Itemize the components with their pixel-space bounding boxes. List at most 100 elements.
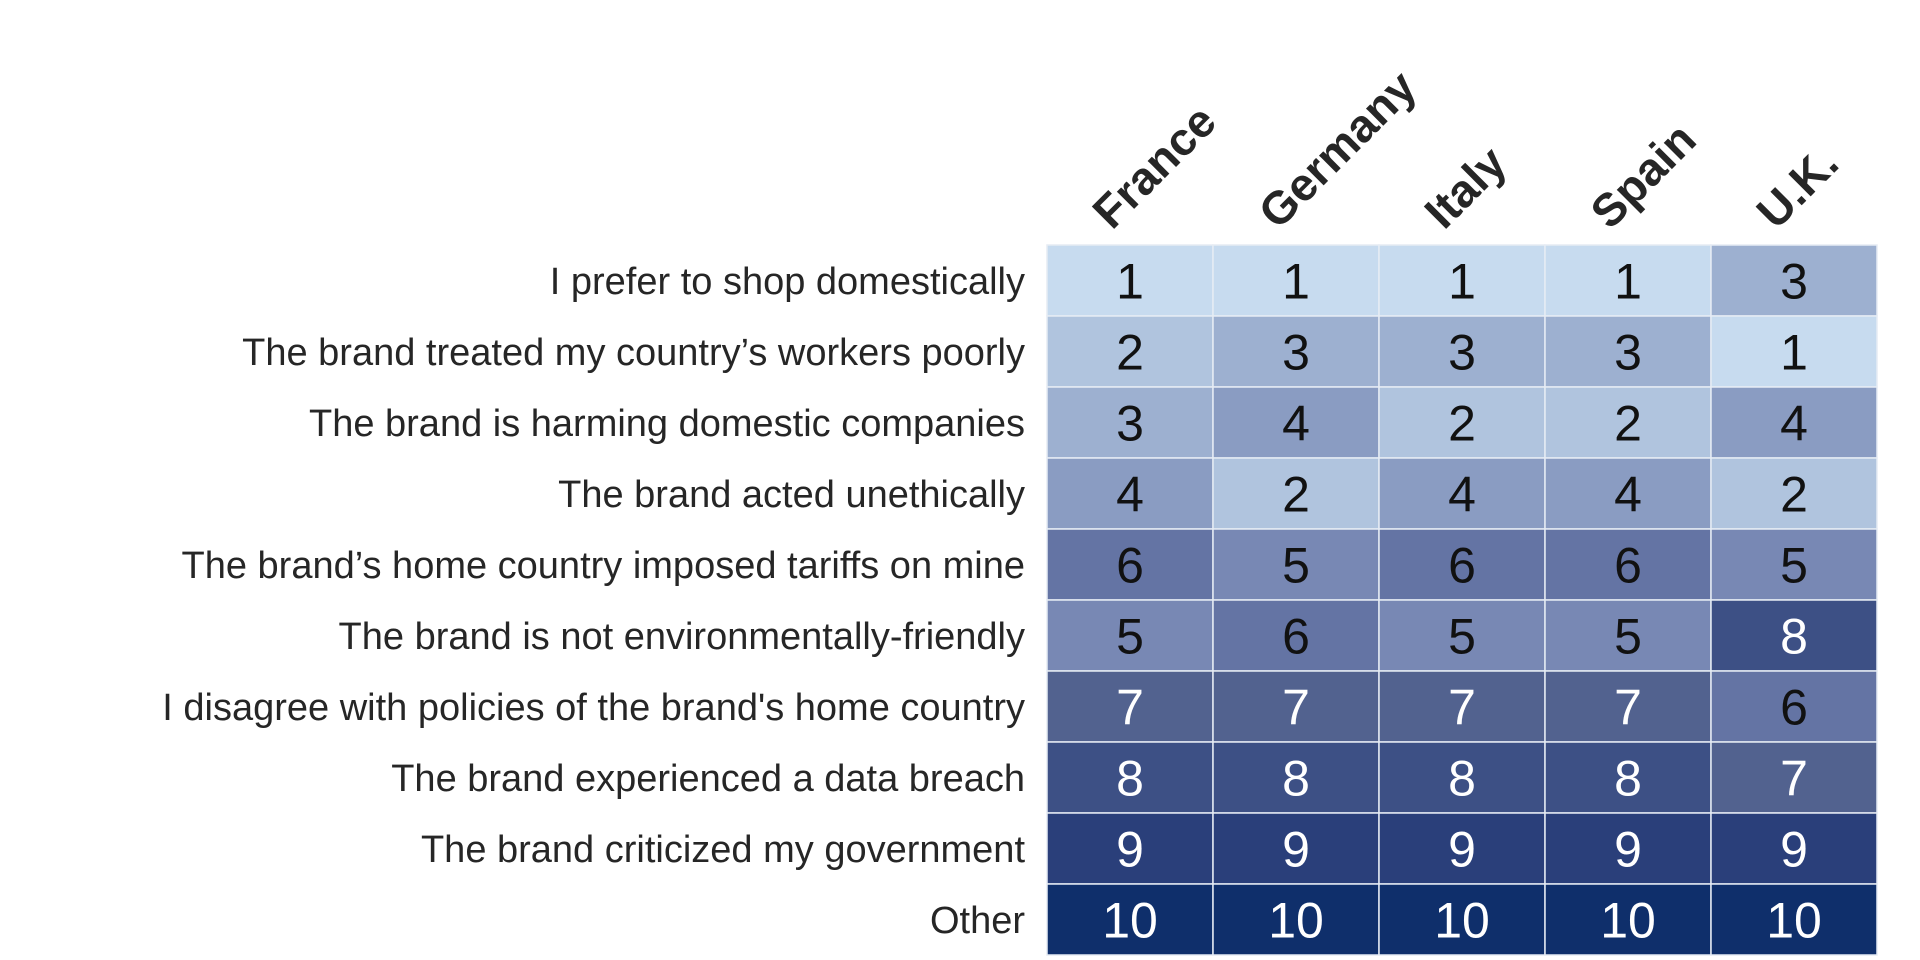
heatmap-cell: [1544, 599, 1712, 672]
cell-value-label: 7: [1780, 751, 1808, 807]
cell-value-label: 6: [1780, 680, 1808, 736]
heatmap-cell: [1710, 599, 1878, 672]
heatmap-cell: [1378, 244, 1546, 317]
heatmap-cell: [1046, 883, 1214, 956]
cell-value-label: 4: [1780, 396, 1808, 452]
cell-value-label: 9: [1282, 822, 1310, 878]
column-label: Italy: [1414, 136, 1516, 238]
cell-value-label: 6: [1614, 538, 1642, 594]
cell-value-label: 4: [1116, 467, 1144, 523]
row-label: The brand’s home country imposed tariffs…: [182, 545, 1025, 587]
heatmap-cell: [1212, 599, 1380, 672]
cell-value-label: 3: [1116, 396, 1144, 452]
heatmap-cell: [1046, 244, 1214, 317]
cell-value-label: 2: [1116, 325, 1144, 381]
row-label: The brand experienced a data breach: [391, 758, 1025, 800]
heatmap-cell: [1046, 457, 1214, 530]
cell-value-label: 5: [1614, 609, 1642, 665]
cell-value-label: 1: [1448, 254, 1476, 310]
heatmap-cell: [1212, 457, 1380, 530]
heatmap-cell: [1710, 386, 1878, 459]
cell-value-label: 3: [1448, 325, 1476, 381]
heatmap-cell: [1710, 528, 1878, 601]
cell-value-label: 1: [1614, 254, 1642, 310]
cell-value-label: 7: [1448, 680, 1476, 736]
cell-value-label: 10: [1766, 893, 1822, 949]
heatmap-cell: [1212, 812, 1380, 885]
cell-value-label: 9: [1614, 822, 1642, 878]
cell-value-label: 4: [1614, 467, 1642, 523]
row-label: Other: [930, 900, 1025, 942]
heatmap-cell: [1378, 883, 1546, 956]
heatmap-cells: 1 1 1 1 3 2 3 3 3 1 3 4 2 2 4 4 2 4 4 2 6 5 6 6 5 5 6 5 5 8 7 7 7 7 6 8 8 8 8 7…: [1046, 244, 1878, 956]
cell-value-label: 8: [1116, 751, 1144, 807]
heatmap-cell: [1046, 528, 1214, 601]
heatmap-cell: [1710, 457, 1878, 530]
cell-value-label: 1: [1282, 254, 1310, 310]
cell-value-label: 7: [1116, 680, 1144, 736]
heatmap-cell: [1212, 883, 1380, 956]
cell-value-label: 10: [1600, 893, 1656, 949]
cell-value-label: 8: [1448, 751, 1476, 807]
cell-value-label: 3: [1780, 254, 1808, 310]
heatmap-cell: [1378, 741, 1546, 814]
cell-value-label: 6: [1448, 538, 1476, 594]
heatmap-cell: [1378, 599, 1546, 672]
heatmap-cell: [1212, 244, 1380, 317]
cell-value-label: 2: [1780, 467, 1808, 523]
cell-value-label: 2: [1282, 467, 1310, 523]
cell-value-label: 5: [1448, 609, 1476, 665]
heatmap-cell: [1378, 528, 1546, 601]
heatmap-cell: [1212, 386, 1380, 459]
cell-value-label: 2: [1614, 396, 1642, 452]
heatmap-cell: [1544, 244, 1712, 317]
row-label: The brand treated my country’s workers p…: [242, 332, 1025, 374]
heatmap-cell: [1378, 457, 1546, 530]
cell-value-label: 9: [1780, 822, 1808, 878]
heatmap-cell: [1212, 741, 1380, 814]
heatmap-cell: [1046, 741, 1214, 814]
cell-value-label: 8: [1614, 751, 1642, 807]
cell-value-label: 3: [1282, 325, 1310, 381]
cell-value-label: 5: [1116, 609, 1144, 665]
cell-value-label: 1: [1116, 254, 1144, 310]
cell-value-label: 10: [1102, 893, 1158, 949]
cell-value-label: 10: [1268, 893, 1324, 949]
heatmap-cell: [1710, 741, 1878, 814]
heatmap-cell: [1544, 457, 1712, 530]
cell-value-label: 9: [1116, 822, 1144, 878]
heatmap-cell: [1212, 528, 1380, 601]
cell-value-label: 9: [1448, 822, 1476, 878]
column-label: Spain: [1580, 113, 1705, 238]
heatmap-cell: [1544, 386, 1712, 459]
cell-value-label: 6: [1116, 538, 1144, 594]
cell-value-label: 2: [1448, 396, 1476, 452]
cell-value-label: 5: [1282, 538, 1310, 594]
cell-value-label: 5: [1780, 538, 1808, 594]
row-label: The brand criticized my government: [421, 829, 1025, 871]
cell-value-label: 6: [1282, 609, 1310, 665]
row-labels: I prefer to shop domestically The brand t…: [162, 261, 1025, 942]
cell-value-label: 4: [1448, 467, 1476, 523]
cell-value-label: 8: [1282, 751, 1310, 807]
row-label: I disagree with policies of the brand's …: [162, 687, 1025, 729]
cell-value-label: 7: [1614, 680, 1642, 736]
heatmap-cell: [1544, 741, 1712, 814]
heatmap-cell: [1046, 315, 1214, 388]
cell-value-label: 10: [1434, 893, 1490, 949]
heatmap-cell: [1710, 315, 1878, 388]
cell-value-label: 8: [1780, 609, 1808, 665]
heatmap-cell: [1710, 883, 1878, 956]
column-label: France: [1082, 95, 1225, 238]
heatmap-cell: [1046, 670, 1214, 743]
column-label: U.K.: [1746, 136, 1848, 238]
cell-value-label: 1: [1780, 325, 1808, 381]
row-label: I prefer to shop domestically: [550, 261, 1025, 303]
cell-value-label: 3: [1614, 325, 1642, 381]
cell-value-label: 7: [1282, 680, 1310, 736]
heatmap-cell: [1710, 812, 1878, 885]
row-label: The brand is harming domestic companies: [309, 403, 1025, 445]
cell-value-label: 4: [1282, 396, 1310, 452]
